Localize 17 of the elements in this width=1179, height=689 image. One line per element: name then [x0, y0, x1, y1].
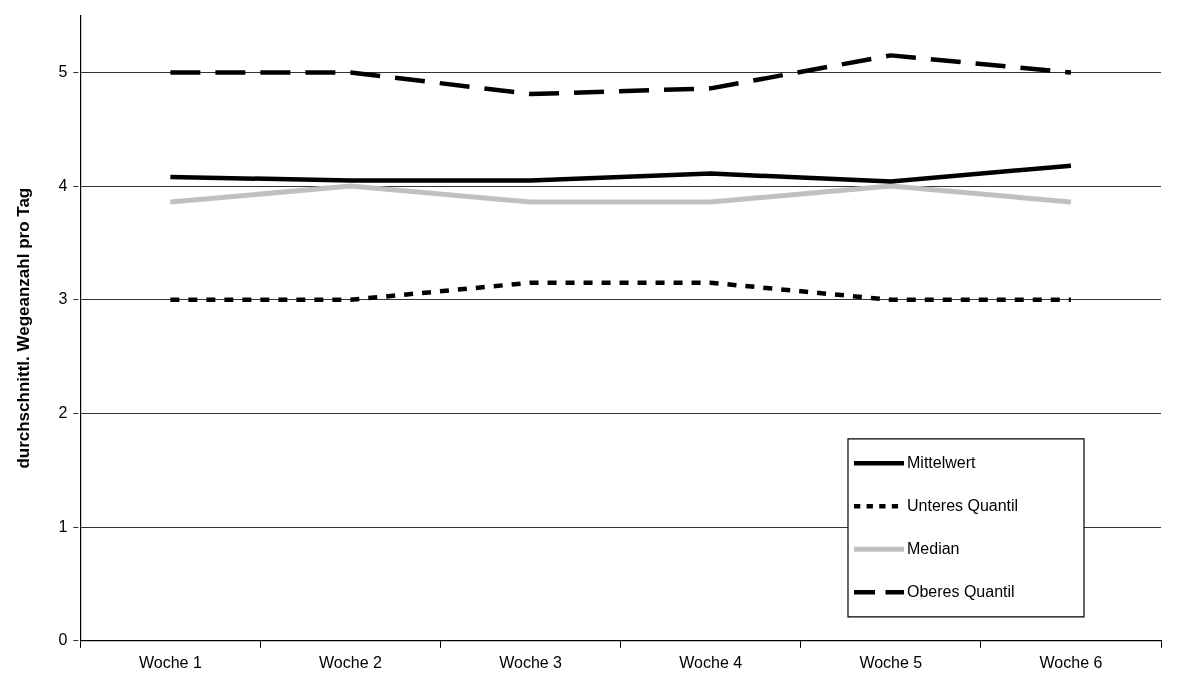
- x-tick-label: Woche 1: [138, 653, 202, 671]
- y-tick-label: 0: [58, 631, 68, 649]
- y-axis-title: durchschnittl. Wegeanzahl pro Tag: [13, 187, 33, 469]
- legend-label: Mittelwert: [907, 453, 977, 471]
- legend-label: Oberes Quantil: [907, 582, 1015, 600]
- legend-label: Median: [907, 539, 960, 557]
- y-tick-label: 3: [58, 290, 68, 308]
- x-tick-label: Woche 2: [319, 653, 382, 671]
- y-tick-label: 5: [58, 62, 68, 80]
- x-tick-label: Woche 4: [679, 653, 743, 671]
- legend-label: Unteres Quantil: [907, 496, 1019, 514]
- y-tick-label: 1: [58, 517, 68, 535]
- y-tick-label: 4: [58, 176, 68, 194]
- x-tick-label: Woche 6: [1039, 653, 1103, 671]
- y-tick-label: 2: [58, 403, 68, 421]
- x-tick-label: Woche 5: [859, 653, 923, 671]
- x-tick-label: Woche 3: [499, 653, 563, 671]
